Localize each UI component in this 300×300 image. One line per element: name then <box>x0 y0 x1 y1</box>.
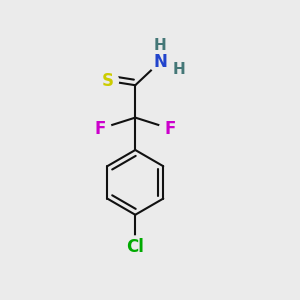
Text: H: H <box>154 38 167 53</box>
Text: H: H <box>173 62 186 77</box>
Circle shape <box>149 34 172 57</box>
Text: S: S <box>101 72 113 90</box>
Text: N: N <box>153 53 167 71</box>
Circle shape <box>159 118 182 140</box>
Circle shape <box>89 118 111 140</box>
Circle shape <box>149 50 172 73</box>
Text: Cl: Cl <box>126 238 144 256</box>
Circle shape <box>124 236 146 258</box>
Text: F: F <box>165 120 176 138</box>
Text: F: F <box>94 120 106 138</box>
Circle shape <box>168 59 190 81</box>
Circle shape <box>96 70 118 92</box>
